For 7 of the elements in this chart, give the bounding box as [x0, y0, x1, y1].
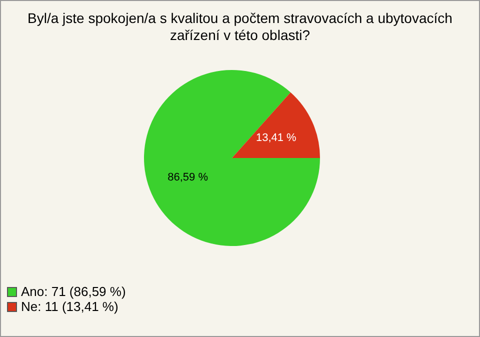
data-label: 86,59 % — [168, 172, 208, 184]
pie-slice — [232, 92, 320, 158]
chart-title: Byl/a jste spokojen/a s kvalitou a počtem stravovacích a ubytovacích zařízení v této oblasti? — [26, 9, 454, 45]
pie-slice — [144, 70, 320, 246]
legend-label: Ano: 71 (86,59 %) — [21, 284, 126, 299]
legend-label: Ne: 11 (13,41 %) — [21, 299, 118, 314]
data-label: 13,41 % — [256, 132, 297, 144]
